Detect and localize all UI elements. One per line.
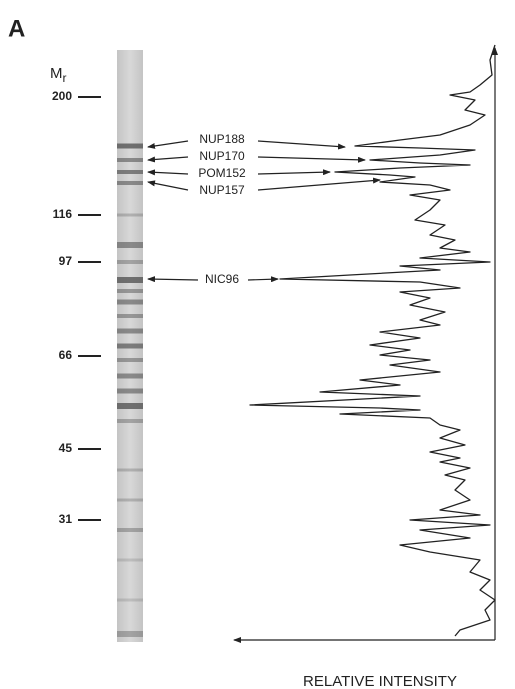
gel-band [117, 559, 143, 562]
gel-band [117, 469, 143, 472]
gel-band [117, 403, 143, 409]
gel-band [117, 289, 143, 293]
gel-band [117, 260, 143, 264]
band-label: NUP188 [199, 132, 245, 146]
axis-label: Mr [50, 65, 67, 85]
gel-band [117, 389, 143, 394]
gel-lane [117, 50, 143, 642]
marker-label: 45 [59, 441, 73, 455]
densitometry-trace [250, 45, 495, 636]
x-axis-label: RELATIVE INTENSITY [303, 673, 457, 689]
arrow [258, 141, 345, 147]
band-labels: NUP188 NUP170 POM152 NUP157 NIC96 [148, 132, 380, 286]
gel-band [117, 374, 143, 379]
figure: A Mr 200 116 97 66 45 31 NUP188 NUP170 P… [0, 0, 515, 689]
gel-band [117, 599, 143, 602]
arrow [148, 182, 188, 190]
gel-band [117, 181, 143, 185]
band-label: NUP157 [199, 183, 245, 197]
arrow [258, 180, 380, 190]
marker-label: 31 [59, 512, 73, 526]
axis-subscript: r [63, 71, 67, 85]
band-label: NIC96 [205, 272, 239, 286]
arrow [148, 279, 198, 280]
arrows [148, 141, 380, 280]
band-label: POM152 [198, 166, 246, 180]
gel-band [117, 499, 143, 502]
gel-band [117, 329, 143, 334]
axes [234, 48, 495, 640]
gel-band [117, 300, 143, 305]
arrow [148, 141, 188, 147]
marker-label: 66 [59, 348, 73, 362]
arrow [148, 157, 188, 160]
gel-band [117, 144, 143, 149]
marker-label: 97 [59, 254, 73, 268]
marker-label: 116 [53, 207, 73, 221]
band-label: NUP170 [199, 149, 245, 163]
gel-band [117, 419, 143, 423]
gel-band [117, 528, 143, 532]
gel-band [117, 631, 143, 637]
arrow [258, 172, 330, 174]
marker-ticks [78, 97, 101, 520]
arrow [148, 172, 188, 174]
gel-band [117, 158, 143, 162]
panel-label: A [8, 15, 25, 42]
arrow [248, 279, 278, 280]
gel-band [117, 314, 143, 318]
gel-band [117, 242, 143, 248]
arrow [258, 157, 365, 160]
axis-symbol: M [50, 65, 63, 82]
gel-band [117, 214, 143, 217]
markers: 200 116 97 66 45 31 [52, 89, 101, 526]
gel-band [117, 277, 143, 283]
marker-label: 200 [52, 89, 72, 103]
gel-band [117, 170, 143, 174]
gel-band [117, 358, 143, 362]
gel-band [117, 344, 143, 349]
